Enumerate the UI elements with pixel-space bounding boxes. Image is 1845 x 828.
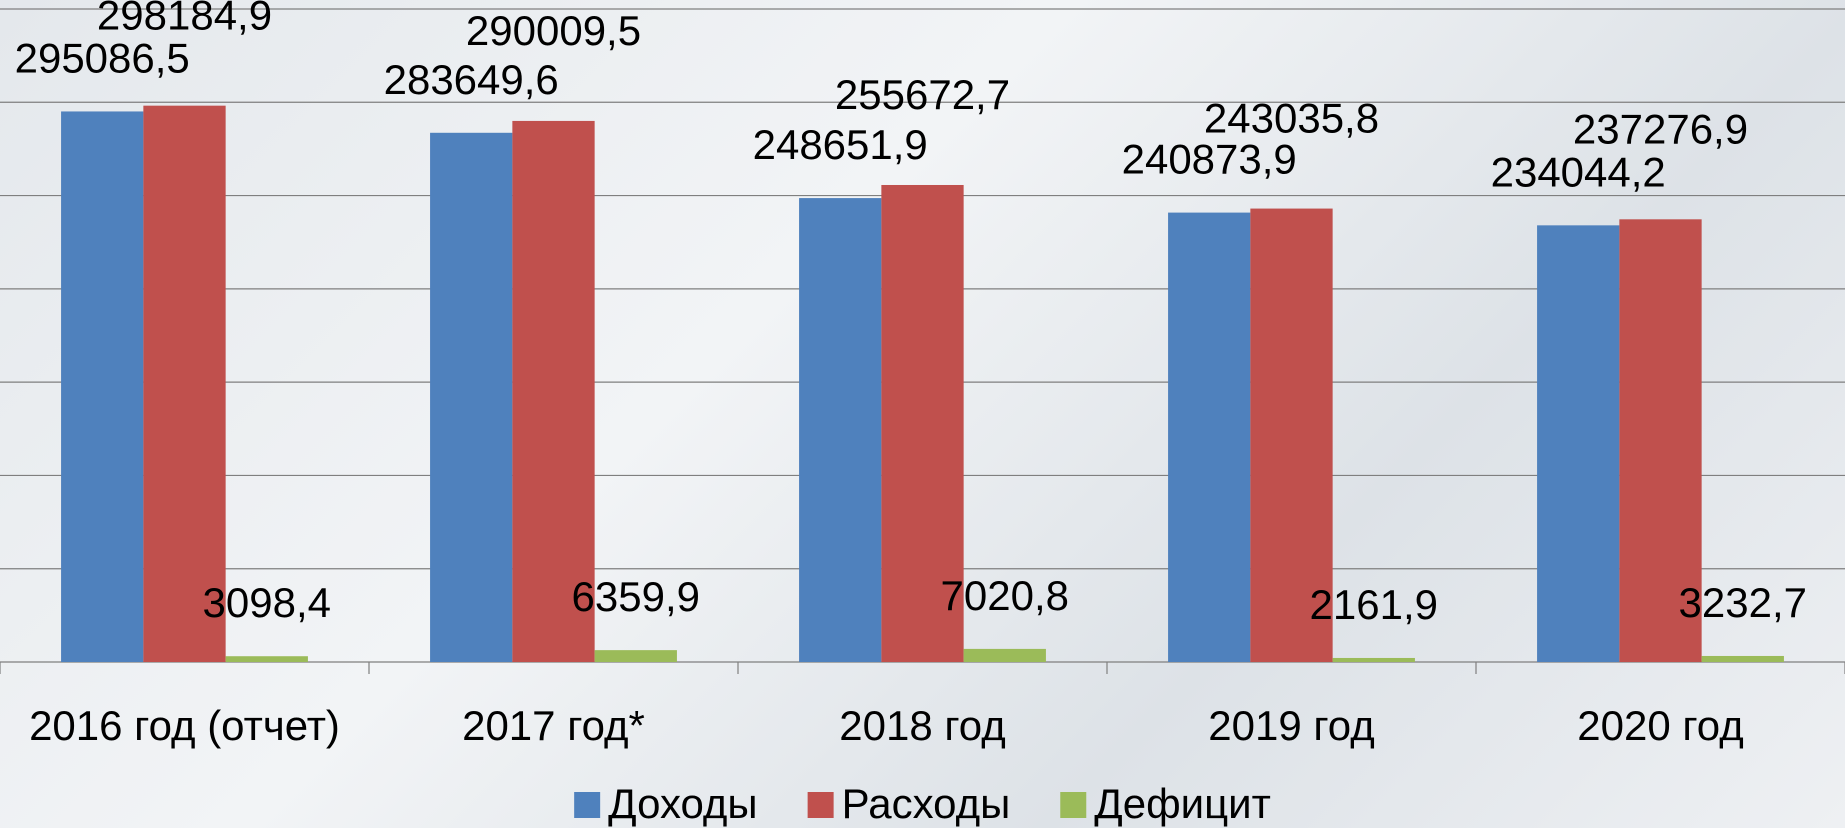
page: 2016 год (отчет) 295086,5298184,9 3098,4 20… (0, 0, 1845, 828)
bar (1168, 213, 1250, 662)
data-label: 234044,2 (1491, 148, 1666, 195)
bar (1333, 658, 1415, 662)
bar (595, 650, 677, 662)
legend-swatch (574, 792, 600, 818)
data-label: 283649,6 (384, 56, 559, 103)
bar (1537, 225, 1619, 662)
data-label: 237276,9 (1573, 105, 1748, 152)
bar (226, 656, 308, 662)
legend-label: Расходы (842, 780, 1011, 827)
data-label: 7020,8 (941, 572, 1069, 619)
x-tick-label: 2018 год (839, 702, 1005, 749)
x-tick-label: 2016 год (отчет) (29, 702, 340, 749)
data-label: 298184,9 (97, 0, 272, 39)
data-label: 6359,9 (572, 573, 700, 620)
bar (430, 133, 512, 662)
x-tick-label: 2019 год (1208, 702, 1374, 749)
bar (964, 649, 1046, 662)
data-label: 243035,8 (1204, 95, 1379, 142)
bar (799, 198, 881, 662)
data-label: 240873,9 (1122, 136, 1297, 183)
bar (61, 111, 143, 662)
x-tick-label: 2017 год* (462, 702, 645, 749)
x-tick-label: 2020 год (1577, 702, 1743, 749)
data-label: 3232,7 (1679, 579, 1807, 626)
data-label: 3098,4 (203, 579, 331, 626)
data-label: 295086,5 (15, 34, 190, 81)
data-label: 2161,9 (1310, 581, 1438, 628)
data-label: 290009,5 (466, 7, 641, 54)
legend-label: Дефицит (1094, 780, 1271, 827)
data-label: 255672,7 (835, 71, 1010, 118)
bar (1702, 656, 1784, 662)
data-label: 248651,9 (753, 121, 928, 168)
legend-label: Доходы (608, 780, 757, 827)
legend-swatch (1060, 792, 1086, 818)
legend-swatch (808, 792, 834, 818)
chart: 2016 год (отчет) 295086,5298184,9 3098,4 20… (0, 0, 1845, 828)
